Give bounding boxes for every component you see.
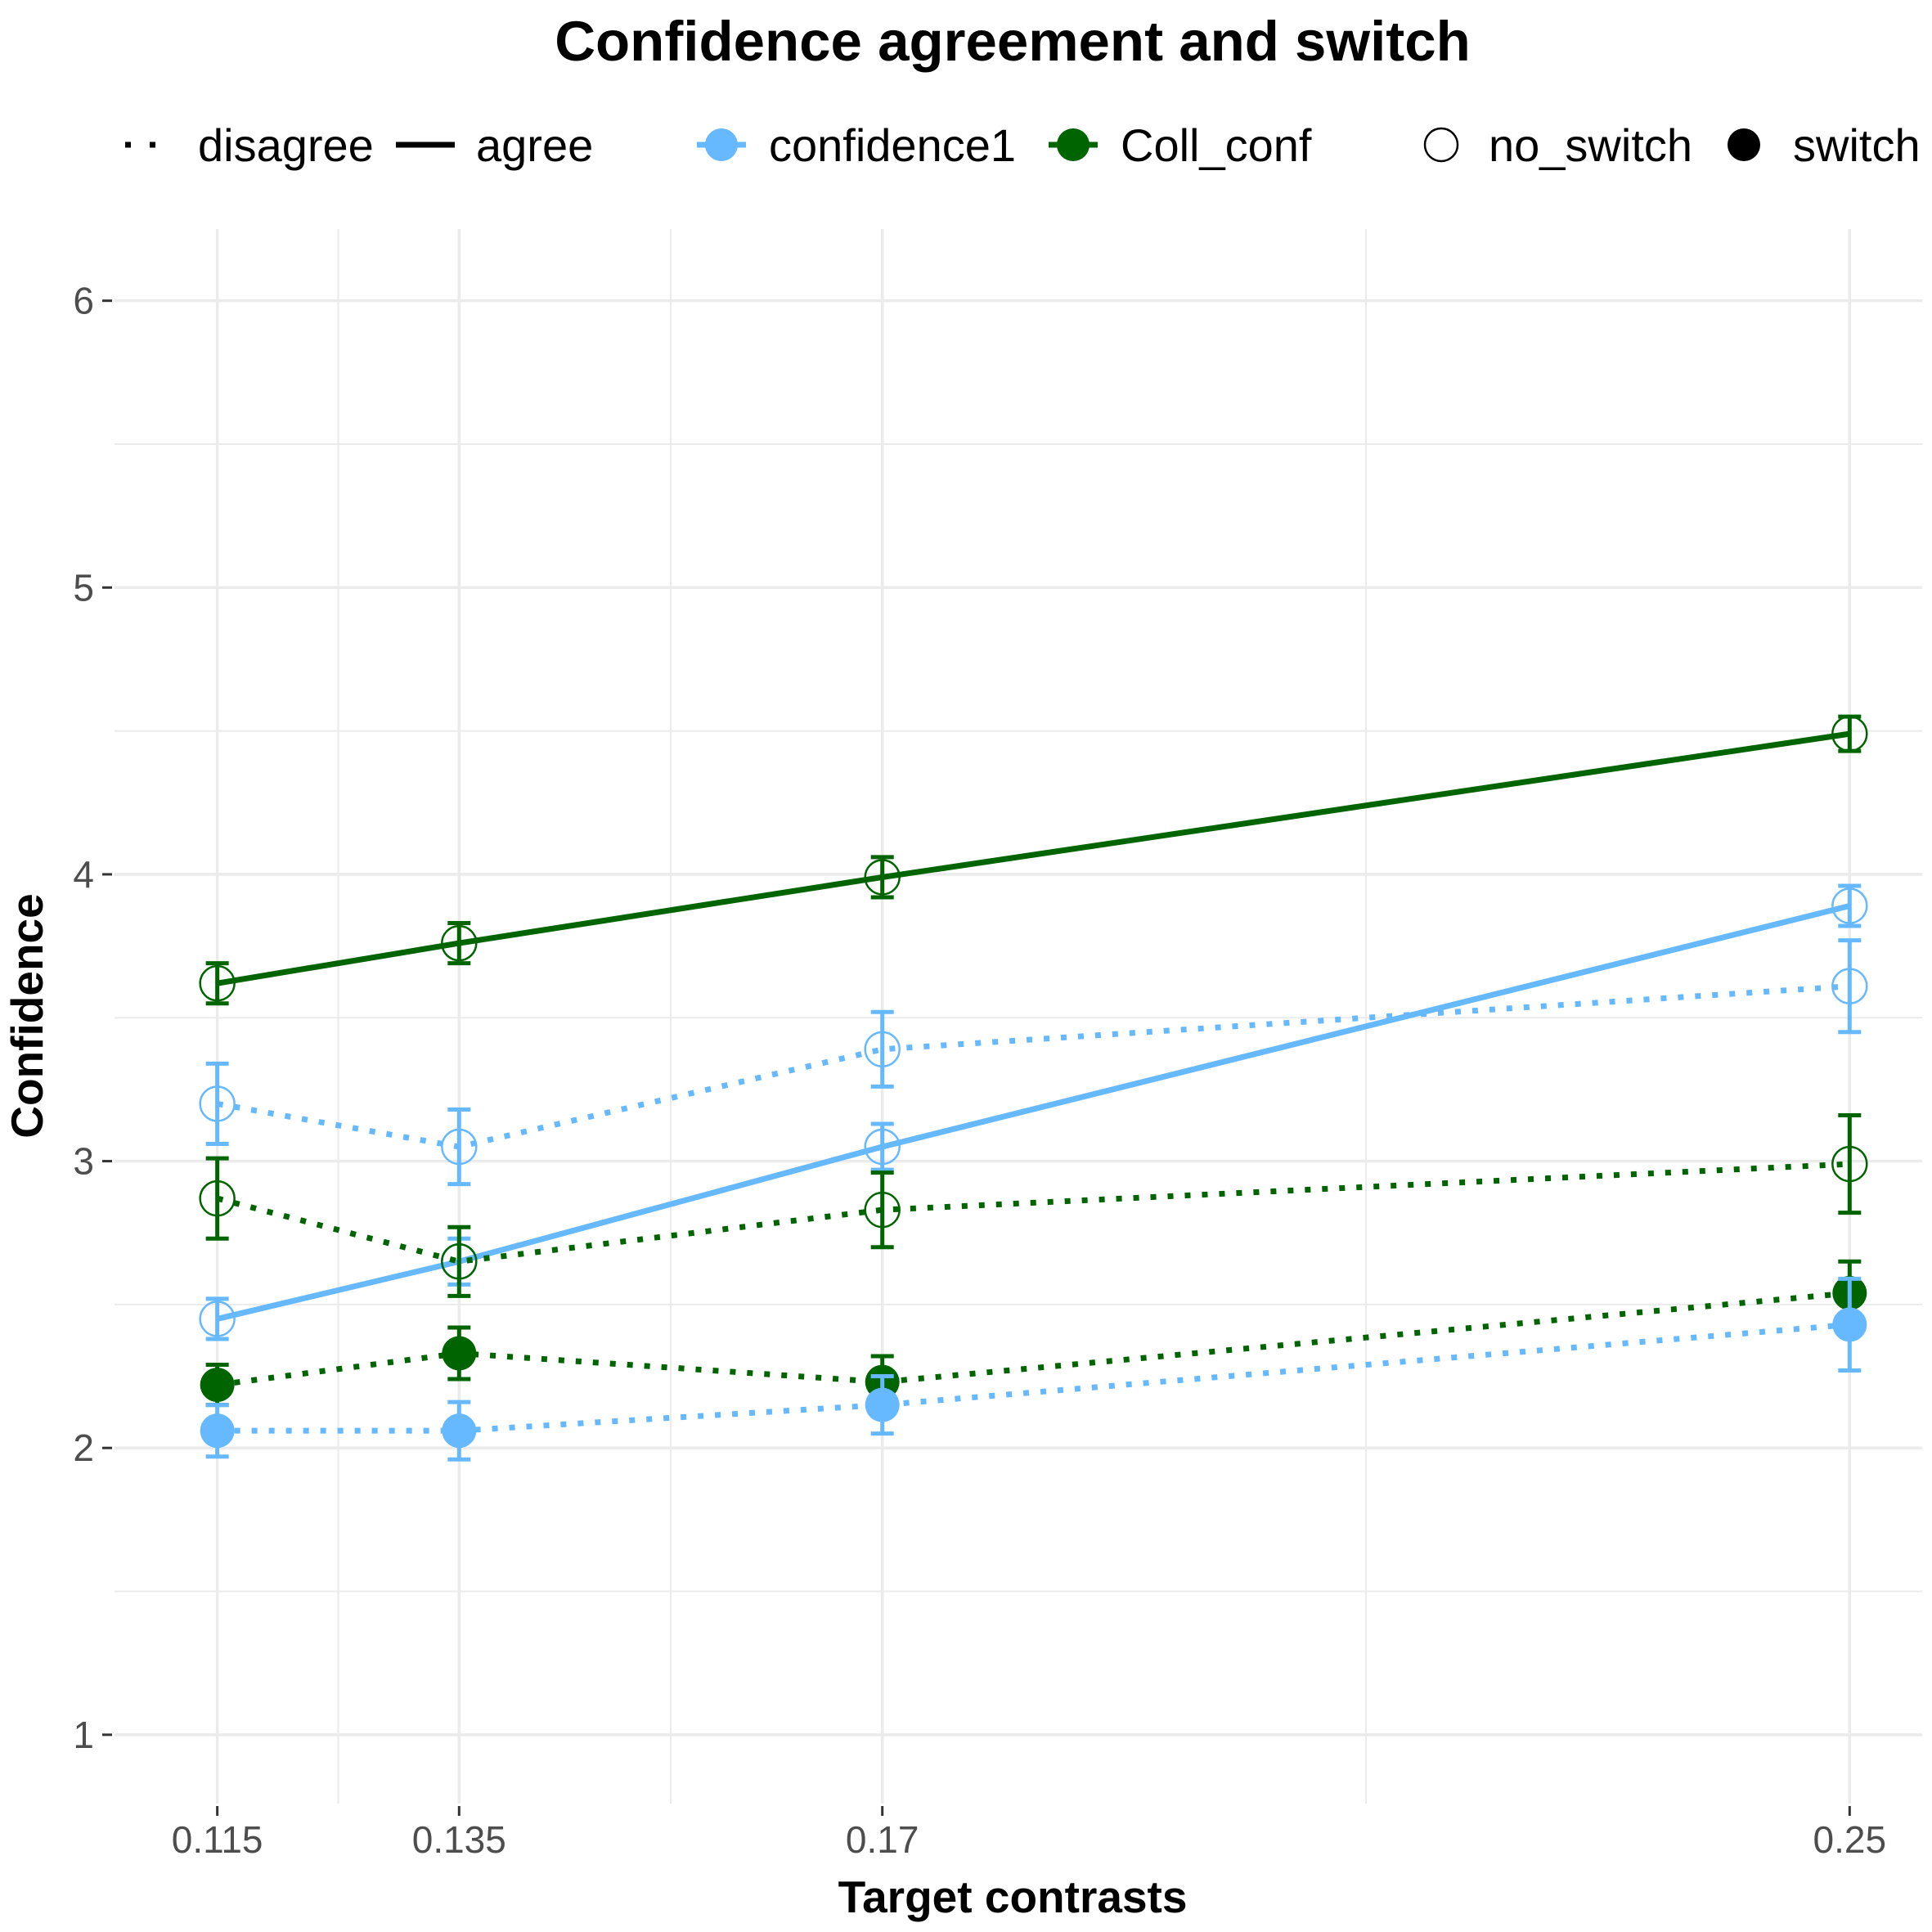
error-bar xyxy=(870,1170,894,1250)
error-bar xyxy=(447,921,471,966)
legend-label-no-switch: no_switch xyxy=(1489,119,1692,171)
series-line xyxy=(217,983,1850,1150)
series-line xyxy=(216,903,1851,1322)
data-point xyxy=(441,1128,478,1166)
series-line xyxy=(217,1321,1850,1434)
legend-item-coll-conf: Coll_conf xyxy=(1049,119,1312,171)
legend-key-dot xyxy=(705,128,738,161)
legend-key-dot xyxy=(1057,128,1090,161)
error-bar xyxy=(870,1009,894,1089)
data-point xyxy=(200,1413,235,1449)
legend-key-filled-circle xyxy=(1728,128,1760,161)
legend-item-agree: agree xyxy=(396,119,593,171)
error-bar xyxy=(1838,883,1862,928)
data-point xyxy=(864,1031,901,1068)
series-confidence1-disagree-switch xyxy=(200,1276,1867,1462)
legend: disagree agree confidence1 Coll_conf no_… xyxy=(125,119,1921,171)
series-coll-conf-disagree-no-switch xyxy=(199,1112,1868,1298)
error-bar xyxy=(447,1224,471,1298)
legend-item-switch: switch xyxy=(1728,119,1921,171)
data-point xyxy=(1831,715,1868,753)
data-point xyxy=(864,1128,901,1166)
data-point xyxy=(200,1368,235,1403)
y-tick-label: 2 xyxy=(73,1427,94,1469)
legend-item-no-switch: no_switch xyxy=(1423,119,1692,171)
series-coll-conf-agree-no-switch xyxy=(199,714,1868,1006)
legend-label-coll-conf: Coll_conf xyxy=(1121,119,1312,171)
error-bar xyxy=(1838,1112,1862,1215)
y-tick-label: 1 xyxy=(73,1714,94,1756)
series-group xyxy=(199,714,1868,1462)
x-tick-label: 0.17 xyxy=(846,1818,919,1861)
data-point xyxy=(442,1413,477,1449)
data-point xyxy=(441,924,478,962)
x-tick-label: 0.25 xyxy=(1813,1818,1887,1861)
legend-item-disagree: disagree xyxy=(125,119,374,171)
y-tick-label: 3 xyxy=(73,1140,94,1183)
data-point xyxy=(1832,1307,1867,1342)
error-bar xyxy=(205,1061,229,1147)
grid xyxy=(115,229,1922,1804)
x-axis-title: Target contrasts xyxy=(838,1871,1188,1922)
legend-label-agree: agree xyxy=(476,119,593,171)
data-point xyxy=(199,1301,236,1337)
error-bar xyxy=(870,1121,894,1172)
y-tick-label: 4 xyxy=(73,853,94,896)
data-point xyxy=(1831,1145,1868,1183)
x-tick-label: 0.135 xyxy=(412,1818,506,1861)
data-point xyxy=(441,1243,478,1280)
axes: 1 2 3 4 5 6 0.115 0.135 0.17 0.25 xyxy=(73,280,1886,1861)
data-point xyxy=(864,1191,901,1229)
series-confidence1-disagree-no-switch xyxy=(199,938,1868,1187)
legend-label-switch: switch xyxy=(1793,119,1921,171)
error-bar xyxy=(447,1107,471,1187)
data-point xyxy=(864,859,901,896)
data-point xyxy=(865,1387,900,1422)
data-point xyxy=(199,1085,236,1122)
legend-key-open-circle xyxy=(1423,127,1459,163)
data-point xyxy=(1831,887,1868,924)
chart-title: Confidence agreement and switch xyxy=(555,10,1471,73)
legend-item-confidence1: confidence1 xyxy=(697,119,1016,171)
y-tick-label: 5 xyxy=(73,566,94,609)
data-point xyxy=(199,964,236,1002)
series-line xyxy=(217,730,1850,986)
x-tick-label: 0.115 xyxy=(172,1818,263,1861)
legend-label-disagree: disagree xyxy=(198,119,374,171)
error-bar xyxy=(205,1296,229,1341)
y-axis-title: Confidence xyxy=(2,893,52,1138)
error-bar xyxy=(205,1156,229,1241)
series-line xyxy=(217,1290,1850,1388)
series-confidence1-agree-no-switch xyxy=(199,883,1868,1341)
y-tick-label: 6 xyxy=(73,280,94,322)
series-line xyxy=(216,1161,1850,1265)
error-bar xyxy=(205,961,229,1006)
error-bar xyxy=(1838,938,1862,1035)
data-point xyxy=(442,1336,477,1371)
legend-label-confidence1: confidence1 xyxy=(769,119,1016,171)
data-point xyxy=(199,1179,236,1217)
data-point xyxy=(1831,968,1868,1004)
error-bar xyxy=(870,855,894,900)
